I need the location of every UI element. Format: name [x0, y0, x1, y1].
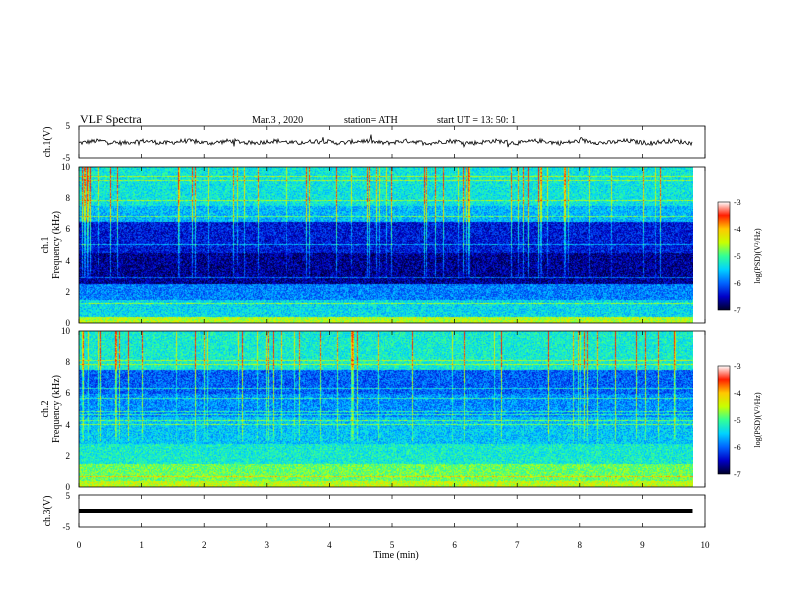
ch1-freq-tick-10: 10: [61, 162, 71, 172]
ch2-freq-tick-6: 6: [66, 388, 71, 398]
ch2-freq-tick-0: 0: [66, 482, 71, 492]
ch1-colorbar-tick-m5: -5: [734, 252, 741, 261]
ch1-freq-tick-2: 2: [66, 287, 71, 297]
ch1-colorbar: [717, 201, 731, 311]
ch2-spectrogram-image: [79, 331, 693, 487]
x-tick-label: 2: [202, 540, 207, 550]
ch2-frequency-ylabel: Frequency (kHz): [51, 375, 62, 443]
ch1-colorbar-tick-m6: -6: [734, 279, 741, 288]
ch2-colorbar-tick-m5: -5: [734, 416, 741, 425]
ch2-spectrogram-panel: 0 2 4 6 8 10 ch.2 Frequency (kHz) -3 -4 …: [40, 326, 762, 492]
ch2-freq-tick-10: 10: [61, 326, 71, 336]
ch1-frequency-ylabel: Frequency (kHz): [51, 211, 62, 279]
date-label: Mar.3 , 2020: [252, 115, 303, 126]
x-tick-label: 10: [701, 540, 711, 550]
x-tick-label: 8: [578, 540, 583, 550]
ch1-colorbar-label: log(PSD)(V²/Hz): [753, 228, 762, 284]
x-tick-label: 4: [327, 540, 332, 550]
ch1-channel-label: ch.1: [40, 237, 51, 254]
x-tick-label: 5: [390, 540, 395, 550]
ch2-colorbar-tick-m6: -6: [734, 443, 741, 452]
x-tick-label: 9: [640, 540, 645, 550]
ch1-spectrogram-image: [79, 167, 693, 323]
start-ut-label: start UT = 13: 50: 1: [437, 115, 516, 126]
ch1-ytick-top: 5: [66, 121, 71, 131]
ch1-waveform-panel: 5 -5 ch.1(V): [42, 121, 706, 163]
ch2-colorbar-tick-m4: -4: [734, 389, 741, 398]
ch2-colorbar-tick-m3: -3: [734, 362, 741, 371]
time-axis: 0 1 2 3 4 5 6 7 8 9 10: [77, 126, 710, 550]
x-tick-label: 3: [265, 540, 270, 550]
ch2-freq-tick-8: 8: [66, 357, 71, 367]
ch2-channel-label: ch.2: [40, 401, 51, 418]
ch2-colorbar: [717, 365, 731, 475]
x-tick-label: 0: [77, 540, 82, 550]
ch1-freq-tick-6: 6: [66, 224, 71, 234]
ch1-colorbar-tick-m4: -4: [734, 225, 741, 234]
ch1-waveform-ylabel: ch.1(V): [42, 127, 53, 158]
ch1-colorbar-tick-m3: -3: [734, 198, 741, 207]
x-tick-label: 6: [452, 540, 457, 550]
ch1-freq-tick-4: 4: [66, 256, 71, 266]
station-label: station= ATH: [344, 115, 398, 126]
x-tick-label: 7: [515, 540, 520, 550]
ch1-waveform-line: [78, 134, 693, 148]
ch2-colorbar-tick-m7: -7: [734, 470, 741, 479]
ch2-freq-tick-4: 4: [66, 420, 71, 430]
ch2-freq-tick-2: 2: [66, 451, 71, 461]
time-axis-label: Time (min): [373, 550, 418, 561]
ch1-colorbar-tick-m7: -7: [734, 306, 741, 315]
ch2-colorbar-label: log(PSD)(V²/Hz): [753, 392, 762, 448]
ch3-waveform-ylabel: ch.3(V): [42, 496, 53, 527]
ch1-ytick-bottom: -5: [63, 153, 71, 163]
x-tick-label: 1: [139, 540, 144, 550]
ch3-ytick-bottom: -5: [63, 522, 71, 532]
figure-title: VLF Spectra: [80, 112, 142, 126]
ch1-freq-tick-0: 0: [66, 318, 71, 328]
ch1-freq-tick-8: 8: [66, 193, 71, 203]
ch3-ytick-top: 5: [66, 491, 71, 501]
ch1-spectrogram-panel: 0 2 4 6 8 10 ch.1 Frequency (kHz) -3 -4 …: [40, 162, 762, 328]
